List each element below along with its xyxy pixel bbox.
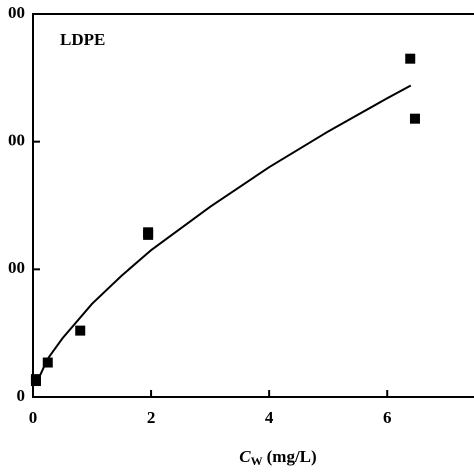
- data-point: [143, 229, 154, 240]
- annotation: LDPE: [60, 30, 105, 49]
- data-point: [42, 357, 53, 368]
- x-label-unit: (mg/L): [267, 447, 317, 466]
- x-tick-label: 6: [383, 408, 392, 427]
- x-tick-label: 2: [147, 408, 156, 427]
- data-point: [405, 53, 416, 64]
- y-tick-label: 00: [8, 3, 25, 22]
- data-point: [30, 376, 41, 387]
- y-tick-label: 0: [17, 386, 26, 405]
- data-point: [409, 113, 420, 124]
- x-tick-label: 4: [265, 408, 274, 427]
- y-tick-label: 00: [8, 258, 25, 277]
- data-point: [75, 325, 86, 336]
- y-tick-label: 00: [8, 131, 25, 150]
- x-label-symbol: C: [239, 447, 251, 466]
- fit-curve: [35, 84, 412, 385]
- x-axis-label: CW (mg/L): [239, 447, 316, 468]
- axes: [32, 13, 474, 398]
- x-tick-label: 0: [29, 408, 38, 427]
- x-label-subscript: W: [251, 454, 263, 468]
